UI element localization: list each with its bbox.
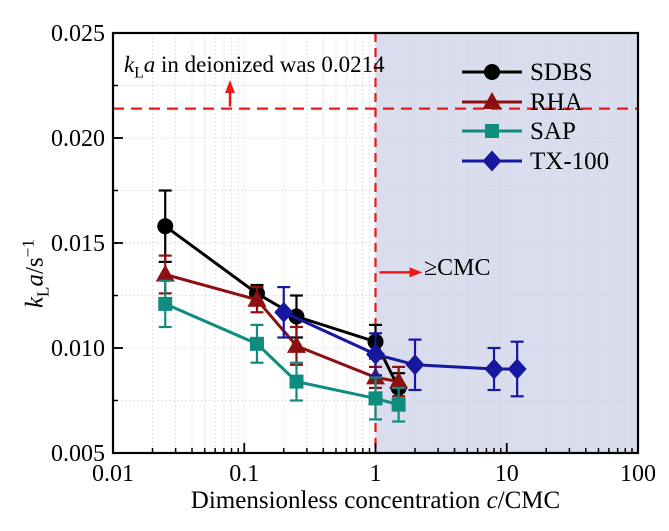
data-point-rha: [155, 264, 175, 282]
x-axis-title: Dimensionless concentration c/CMC: [113, 487, 638, 515]
reference-arrow-head: [225, 80, 235, 93]
legend-marker-tx-100: [482, 150, 502, 172]
annotation-k: k: [124, 52, 135, 77]
data-point-rha: [247, 289, 267, 307]
legend-label-sap: SAP: [530, 118, 576, 145]
legend-marker-sap: [485, 124, 499, 138]
series-line-rha: [164, 273, 399, 384]
data-point-sap: [158, 296, 173, 311]
x-tick-label: 0.01: [92, 461, 134, 487]
data-point-sap: [368, 391, 383, 406]
y-axis-title-k: k: [21, 296, 49, 309]
y-axis-title: kLa/s−1: [18, 174, 53, 374]
data-point-tx-100: [484, 358, 504, 380]
legend-label-tx-100: TX-100: [530, 148, 609, 175]
annotation-rest: in deionized was 0.0214: [155, 52, 385, 77]
y-tick-label: 0.015: [51, 231, 105, 257]
x-tick-label: 1: [370, 461, 382, 487]
x-tick-label: 100: [620, 461, 656, 487]
y-tick-label: 0.010: [51, 336, 105, 362]
y-axis-title-sub: L: [33, 286, 53, 297]
annotation-a: a: [143, 52, 156, 77]
x-axis-title-suffix: /CMC: [497, 487, 561, 514]
data-point-sdbs: [157, 218, 174, 235]
y-tick-label: 0.005: [51, 441, 105, 467]
annotation-sub-l: L: [134, 64, 144, 82]
data-point-sap: [391, 397, 406, 412]
y-axis-title-sup: −1: [18, 239, 38, 258]
data-point-sap: [249, 336, 264, 351]
data-point-rha: [286, 335, 306, 353]
x-tick-label: 0.1: [229, 461, 259, 487]
legend-marker-rha: [482, 92, 502, 109]
data-point-sap: [289, 374, 304, 389]
y-axis-title-a: a: [21, 274, 49, 287]
x-axis-title-var: c: [486, 487, 498, 514]
y-tick-label: 0.025: [51, 21, 105, 47]
cmc-region-label: ≥CMC: [424, 255, 491, 281]
legend-label-sdbs: SDBS: [530, 59, 593, 86]
legend-marker-sdbs: [484, 64, 500, 80]
y-tick-label: 0.020: [51, 126, 105, 152]
data-point-tx-100: [405, 354, 425, 376]
data-point-tx-100: [366, 343, 385, 365]
data-point-tx-100: [507, 358, 527, 380]
cmc-arrow-head: [409, 267, 423, 278]
deionized-kla-annotation: kLa in deionized was 0.0214: [124, 52, 385, 83]
data-point-rha: [389, 371, 409, 389]
legend-label-rha: RHA: [530, 89, 583, 116]
y-axis-title-rest: /s: [21, 257, 49, 275]
x-tick-label: 10: [495, 461, 519, 487]
data-point-tx-100: [274, 301, 294, 323]
x-axis-title-prefix: Dimensionless concentration: [190, 487, 487, 514]
